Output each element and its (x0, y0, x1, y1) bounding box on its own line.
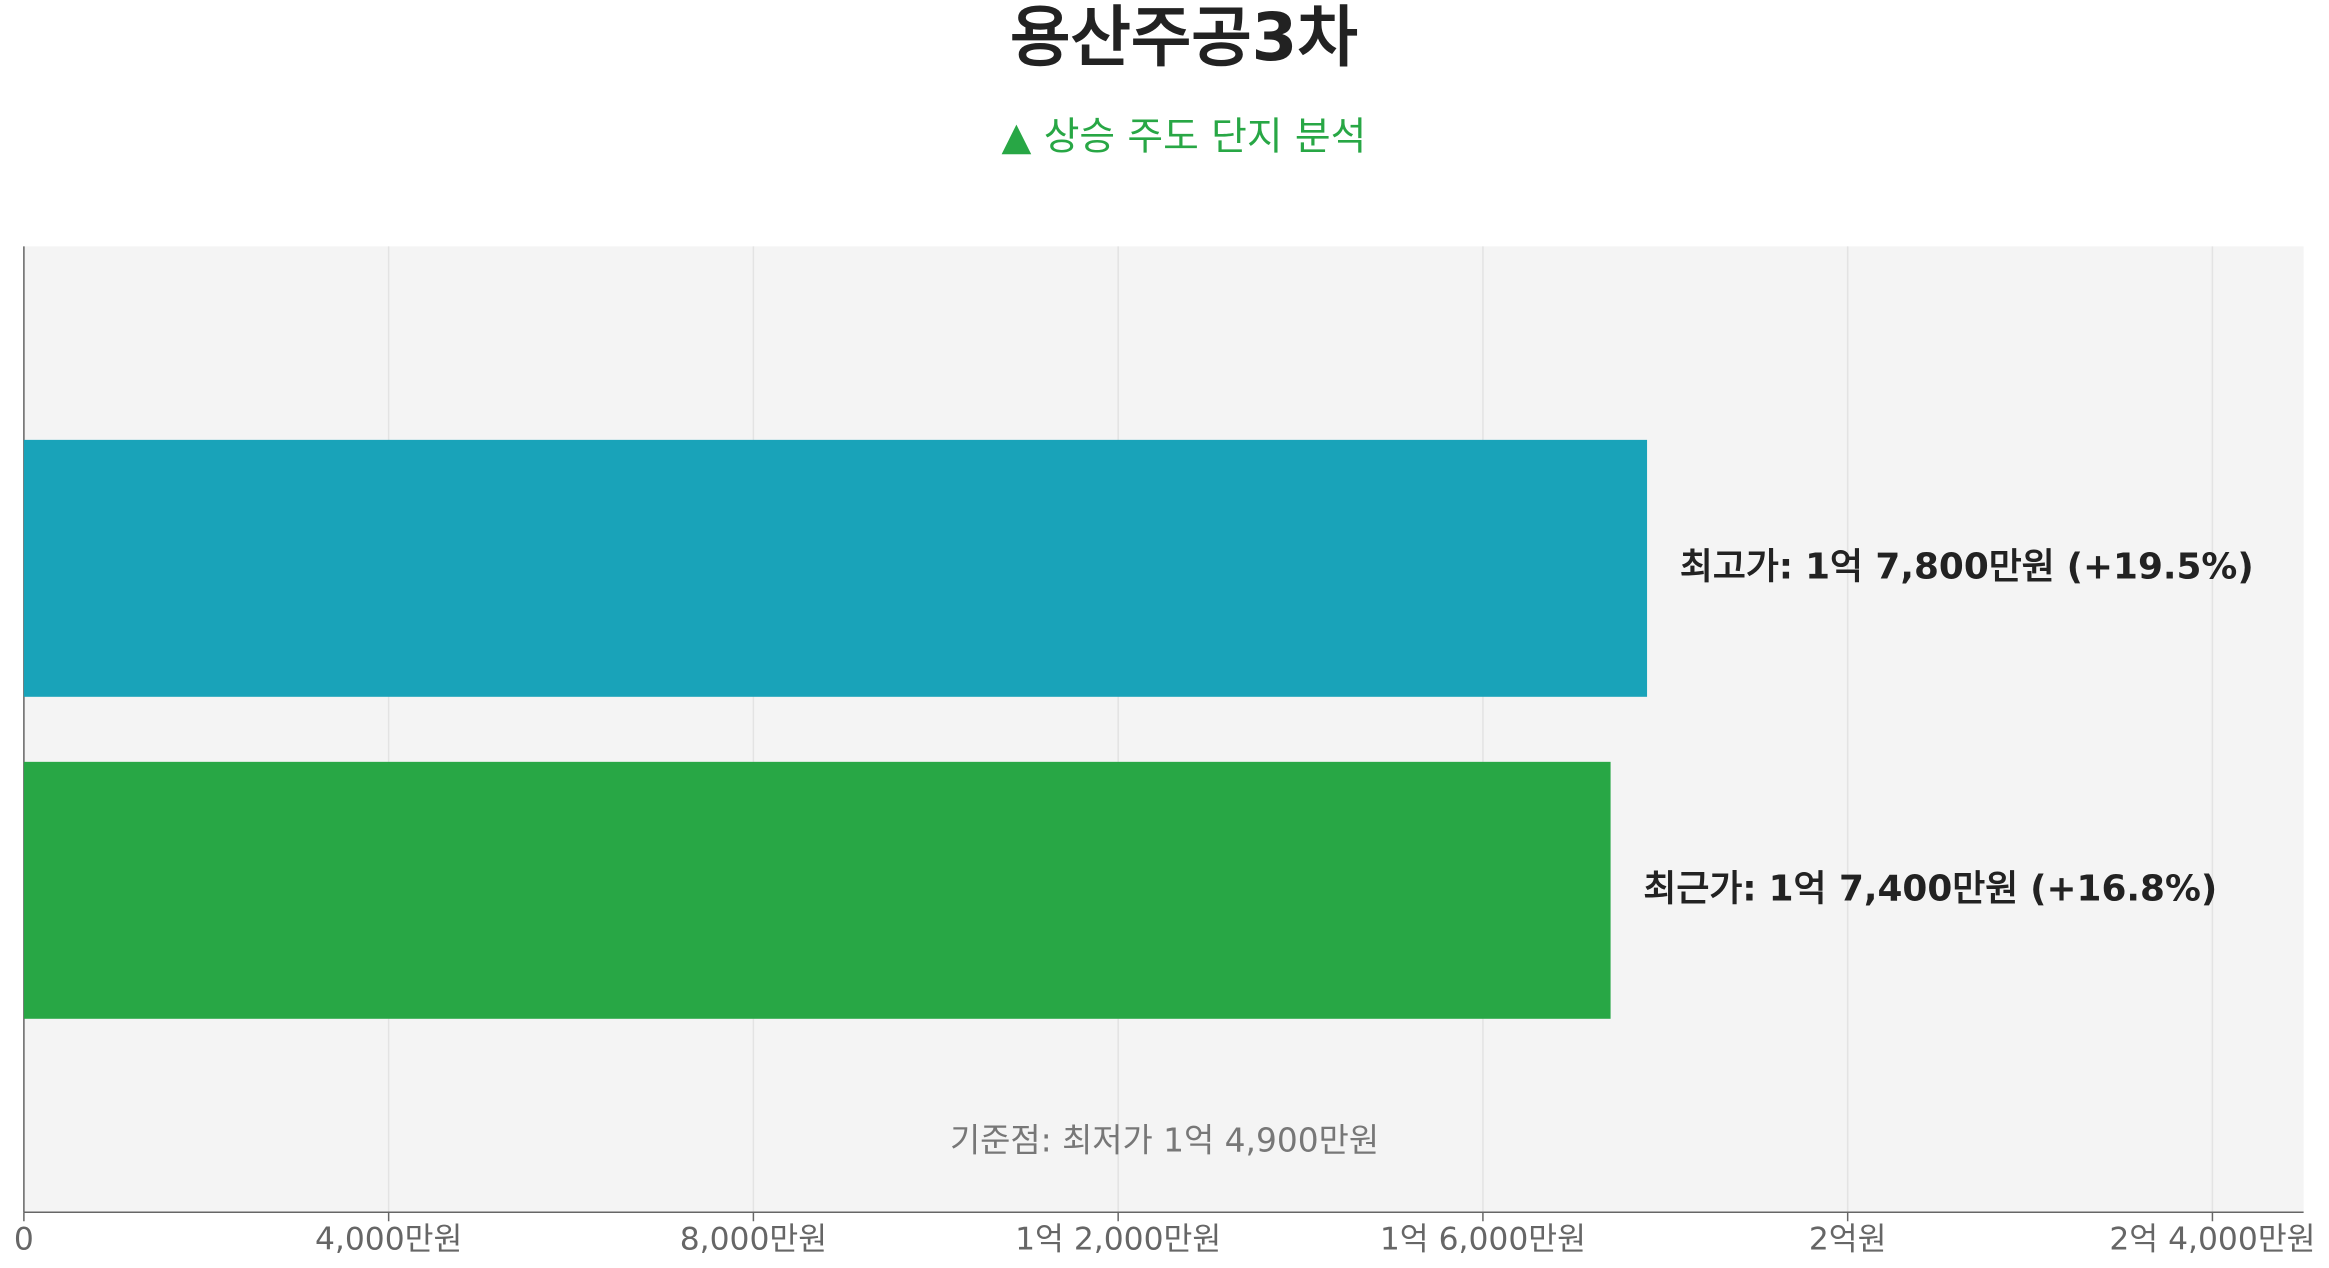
value-label: 최고가: 1억 7,800만원 (+19.5%) (1680, 546, 2254, 587)
value-label-part: 최고가: (1680, 546, 1793, 587)
value-label-part: 1억 7,400만원 (1769, 868, 2019, 909)
x-tick-label: 8,000만원 (680, 1222, 827, 1258)
x-tick-label: 0 (14, 1222, 34, 1258)
chart-subtitle: ▲ 상승 주도 단지 분석 (1002, 114, 1367, 159)
value-label-part: (+16.8%) (2030, 868, 2217, 909)
x-tick-label: 2억 4,000만원 (2109, 1222, 2315, 1258)
x-tick-label: 1억 6,000만원 (1380, 1222, 1586, 1258)
value-label-part: 1억 7,800만원 (1805, 546, 2055, 587)
value-label: 최근가: 1억 7,400만원 (+16.8%) (1643, 868, 2217, 909)
plot-area (23, 246, 2304, 1213)
bar (23, 761, 1611, 1019)
chart-title: 용산주공3차 (1010, 0, 1358, 76)
value-label-part: 최근가: (1643, 868, 1756, 909)
x-tick-label: 4,000만원 (315, 1222, 462, 1258)
annotation: 기준점: 최저가 1억 4,900만원 (950, 1122, 1379, 1160)
x-tick-label: 1억 2,000만원 (1015, 1222, 1221, 1258)
x-tick-label: 2억원 (1809, 1222, 1887, 1258)
bar (23, 439, 1648, 697)
value-label-part: (+19.5%) (2067, 546, 2254, 587)
